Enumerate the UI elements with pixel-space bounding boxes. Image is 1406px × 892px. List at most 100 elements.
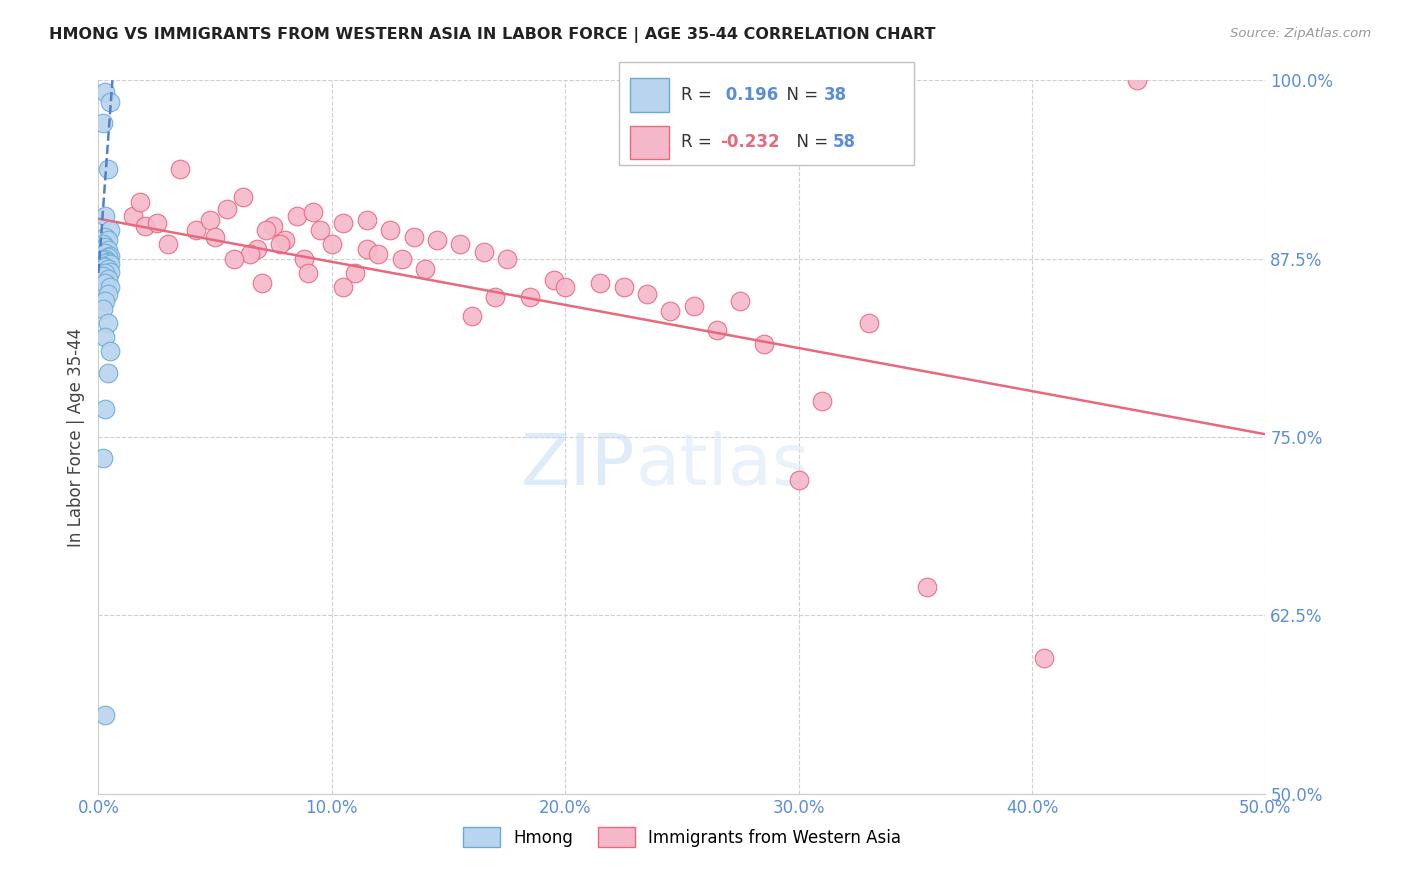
Point <box>97 271 120 285</box>
Point <box>484 290 506 304</box>
Point <box>367 247 389 261</box>
Point <box>787 473 810 487</box>
Point <box>200 213 222 227</box>
Point <box>97 287 120 301</box>
Point <box>91 451 114 466</box>
Text: atlas: atlas <box>636 431 810 500</box>
Point <box>297 266 319 280</box>
Point <box>543 273 565 287</box>
Point <box>97 254 120 268</box>
Point <box>94 401 117 416</box>
Point <box>858 316 880 330</box>
Point <box>1126 73 1149 87</box>
Point <box>94 240 117 254</box>
Text: 38: 38 <box>824 87 846 104</box>
Point <box>332 280 354 294</box>
Text: ZIP: ZIP <box>520 431 636 500</box>
Point <box>91 237 114 252</box>
Point <box>94 260 117 275</box>
Point <box>589 276 612 290</box>
Point <box>380 223 402 237</box>
Point <box>344 266 367 280</box>
Point <box>91 301 114 316</box>
Point <box>356 213 378 227</box>
Text: 58: 58 <box>832 134 855 152</box>
Point <box>274 233 297 247</box>
Point <box>285 209 308 223</box>
Text: -0.232: -0.232 <box>720 134 779 152</box>
Point <box>262 219 284 233</box>
Point <box>97 316 120 330</box>
Text: N =: N = <box>786 134 834 152</box>
Point <box>94 246 117 260</box>
Point <box>1032 651 1054 665</box>
Point <box>157 237 180 252</box>
Point <box>402 230 425 244</box>
Point <box>461 309 484 323</box>
Point <box>250 276 273 290</box>
Point <box>292 252 315 266</box>
Point <box>752 337 775 351</box>
Point <box>391 252 413 266</box>
Point <box>449 237 471 252</box>
Point <box>659 304 682 318</box>
Point <box>98 257 121 271</box>
Point <box>97 366 120 380</box>
Point <box>682 299 704 313</box>
Point <box>94 230 117 244</box>
Point <box>215 202 238 216</box>
Point <box>426 233 449 247</box>
Point <box>472 244 495 259</box>
Point <box>94 256 117 270</box>
Point <box>811 394 834 409</box>
Point <box>98 264 121 278</box>
Point <box>186 223 208 237</box>
Point <box>554 280 576 294</box>
Point <box>91 259 114 273</box>
Point <box>256 223 278 237</box>
Text: R =: R = <box>681 87 717 104</box>
Point <box>915 580 938 594</box>
Text: R =: R = <box>681 134 717 152</box>
Point <box>94 266 117 280</box>
Point <box>706 323 728 337</box>
Point <box>321 237 343 252</box>
Y-axis label: In Labor Force | Age 35-44: In Labor Force | Age 35-44 <box>66 327 84 547</box>
Point <box>222 252 245 266</box>
Point <box>94 85 117 99</box>
Point <box>413 261 436 276</box>
Point <box>98 249 121 263</box>
Point <box>302 204 325 219</box>
Point <box>309 223 332 237</box>
Point <box>98 95 121 109</box>
Point <box>146 216 169 230</box>
Point <box>169 161 191 176</box>
Point <box>97 233 120 247</box>
Point <box>239 247 262 261</box>
Point <box>91 253 114 268</box>
Point <box>612 280 634 294</box>
Point <box>98 344 121 359</box>
Point <box>97 243 120 257</box>
Point <box>134 219 156 233</box>
Point <box>122 209 145 223</box>
Point <box>269 237 291 252</box>
Text: 0.196: 0.196 <box>720 87 778 104</box>
Point <box>204 230 226 244</box>
Point <box>97 161 120 176</box>
Point <box>98 280 121 294</box>
Point <box>94 708 117 723</box>
Point <box>91 116 114 130</box>
Text: HMONG VS IMMIGRANTS FROM WESTERN ASIA IN LABOR FORCE | AGE 35-44 CORRELATION CHA: HMONG VS IMMIGRANTS FROM WESTERN ASIA IN… <box>49 27 936 43</box>
Point <box>730 294 752 309</box>
Point <box>94 252 117 266</box>
Point <box>496 252 519 266</box>
Point <box>98 223 121 237</box>
Point <box>97 261 120 276</box>
Text: N =: N = <box>776 87 824 104</box>
Point <box>97 250 120 264</box>
Point <box>356 242 378 256</box>
Legend: Hmong, Immigrants from Western Asia: Hmong, Immigrants from Western Asia <box>457 821 907 854</box>
Text: Source: ZipAtlas.com: Source: ZipAtlas.com <box>1230 27 1371 40</box>
Point <box>94 209 117 223</box>
